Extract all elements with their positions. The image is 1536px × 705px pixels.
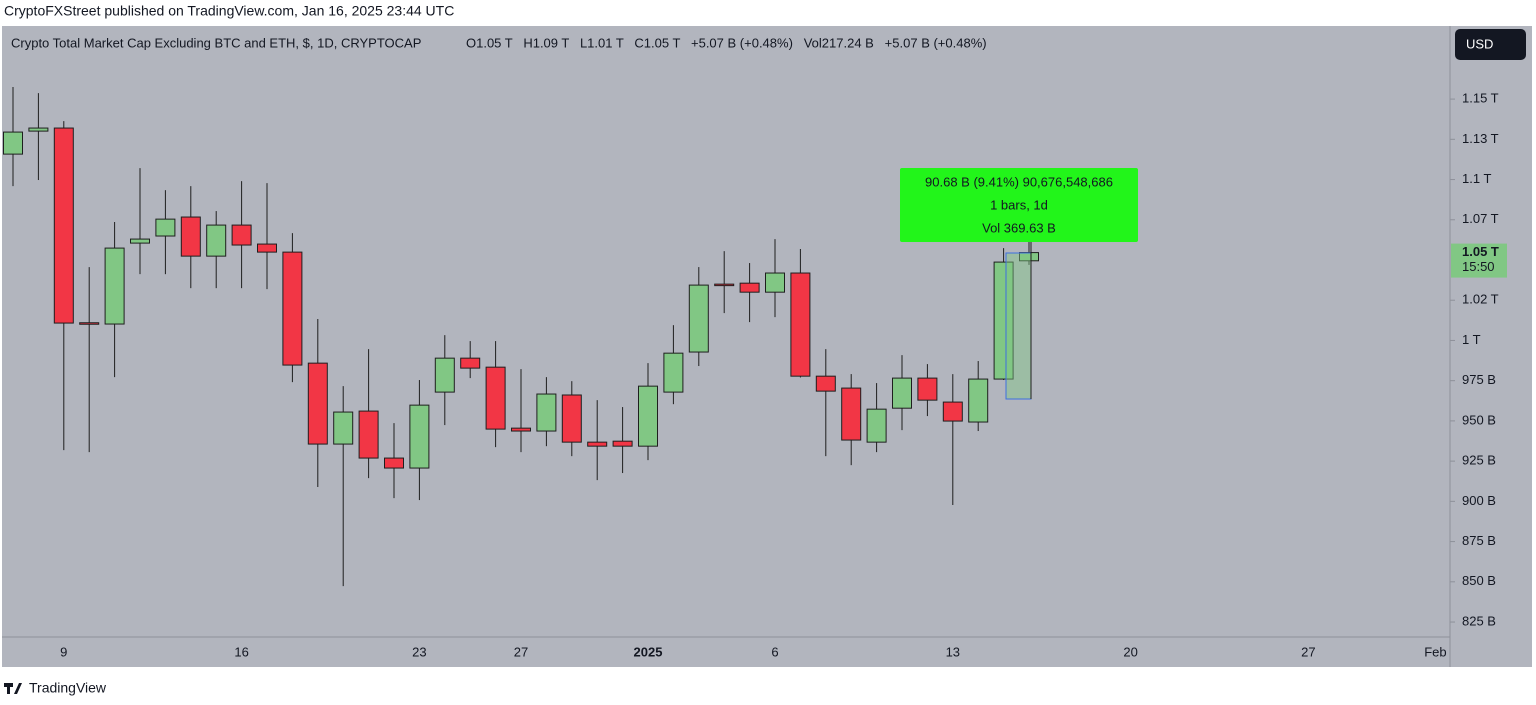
candle-body bbox=[104, 247, 125, 325]
y-tick-label: 1.02 T bbox=[1462, 292, 1499, 307]
candle-body bbox=[561, 394, 582, 443]
measure-text: 90.68 B (9.41%) 90,676,548,686 bbox=[925, 174, 1113, 189]
candle-body bbox=[612, 440, 633, 447]
candle-body bbox=[663, 352, 684, 393]
candle-body bbox=[358, 410, 379, 459]
y-tick-label: 1.15 T bbox=[1462, 91, 1499, 106]
y-tick-label: 950 B bbox=[1462, 412, 1496, 427]
candle-body bbox=[942, 401, 963, 422]
chart-background bbox=[2, 26, 1532, 667]
y-tick-label: 900 B bbox=[1462, 493, 1496, 508]
candle-body bbox=[79, 322, 100, 325]
last-price-label: 1.05 T bbox=[1462, 244, 1499, 259]
measure-text: Vol 369.63 B bbox=[982, 220, 1056, 235]
candle-body bbox=[3, 131, 23, 155]
measure-text: 1 bars, 1d bbox=[990, 197, 1048, 212]
candle-body bbox=[638, 385, 658, 447]
candle-body bbox=[434, 357, 455, 393]
candle-body bbox=[866, 408, 887, 443]
candle-body bbox=[917, 377, 938, 401]
y-tick-label: 1 T bbox=[1462, 332, 1481, 347]
candle-body bbox=[384, 457, 404, 469]
candle-body bbox=[815, 375, 836, 392]
candle-body bbox=[28, 127, 49, 132]
y-tick-label: 850 B bbox=[1462, 573, 1496, 588]
y-tick-label: 975 B bbox=[1462, 372, 1496, 387]
candle-body bbox=[206, 224, 227, 257]
candle-body bbox=[231, 224, 252, 246]
candle-body bbox=[460, 357, 481, 369]
candle-body bbox=[765, 272, 785, 293]
candle-body bbox=[180, 216, 201, 257]
x-tick-label: 16 bbox=[234, 644, 248, 659]
y-tick-label: 875 B bbox=[1462, 533, 1496, 548]
ohlc-legend: O1.05 T H1.09 T L1.01 T C1.05 T +5.07 B … bbox=[466, 35, 987, 50]
footer-logo bbox=[4, 683, 22, 694]
x-tick-label: 20 bbox=[1123, 644, 1137, 659]
candle-body bbox=[841, 387, 862, 441]
x-tick-label: 13 bbox=[946, 644, 960, 659]
candle-body bbox=[968, 378, 989, 423]
candle-body bbox=[688, 284, 709, 353]
chart-title: Crypto Total Market Cap Excluding BTC an… bbox=[11, 35, 421, 50]
candle-body bbox=[53, 127, 74, 324]
x-tick-label: 2025 bbox=[634, 644, 663, 659]
candle-body bbox=[307, 362, 328, 445]
candle-body bbox=[587, 441, 608, 447]
candle-body bbox=[282, 251, 303, 366]
y-tick-label: 925 B bbox=[1462, 453, 1496, 468]
currency-label[interactable]: USD bbox=[1466, 36, 1493, 51]
candle-body bbox=[739, 282, 760, 293]
currency-button[interactable] bbox=[1455, 29, 1526, 60]
x-tick-label: 9 bbox=[60, 644, 67, 659]
candle-body bbox=[892, 377, 912, 409]
candle-body bbox=[790, 272, 811, 377]
candle-body bbox=[485, 366, 506, 430]
candle-body bbox=[536, 393, 557, 432]
candle-body bbox=[333, 411, 354, 445]
measure-box bbox=[900, 168, 1138, 242]
countdown: 15:50 bbox=[1462, 259, 1495, 274]
candle-body bbox=[993, 261, 1014, 380]
price-label-box bbox=[1451, 243, 1507, 278]
candle-body bbox=[257, 243, 277, 253]
y-tick-label: 1.1 T bbox=[1462, 171, 1491, 186]
candle-body bbox=[155, 218, 176, 237]
y-tick-label: 1.07 T bbox=[1462, 211, 1499, 226]
x-tick-label: 23 bbox=[412, 644, 426, 659]
candle-body bbox=[409, 404, 430, 469]
y-tick-label: 1.13 T bbox=[1462, 131, 1499, 146]
candle-body bbox=[130, 238, 150, 244]
x-tick-label: Feb bbox=[1424, 644, 1446, 659]
footer-brand: TradingView bbox=[29, 680, 107, 696]
candle-body bbox=[511, 427, 531, 432]
logo-icon bbox=[4, 683, 22, 694]
x-tick-label: 6 bbox=[771, 644, 778, 659]
x-tick-label: 27 bbox=[514, 644, 528, 659]
measure-range bbox=[1005, 252, 1032, 400]
x-tick-label: 27 bbox=[1301, 644, 1315, 659]
candle-body bbox=[714, 283, 735, 287]
y-tick-label: 825 B bbox=[1462, 613, 1496, 628]
publisher: CryptoFXStreet published on TradingView.… bbox=[4, 3, 454, 19]
plot: 825 B 850 B 875 B 900 B 925 B 950 B 975 B 1 T 1.… bbox=[3, 87, 1507, 659]
